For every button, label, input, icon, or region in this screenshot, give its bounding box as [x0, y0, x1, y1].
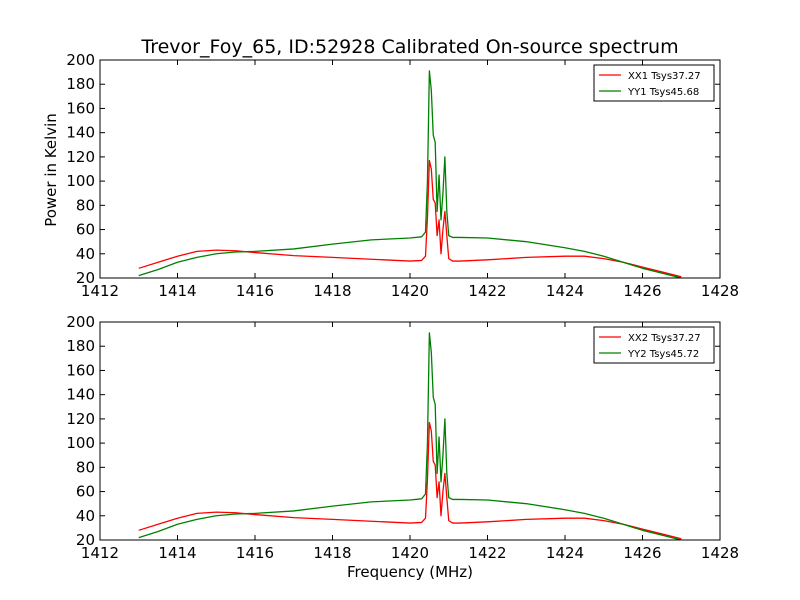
x-tick-label: 1426 — [623, 544, 661, 562]
y-tick-label: 60 — [76, 483, 95, 501]
legend-label: XX2 Tsys37.27 — [628, 333, 701, 344]
top-panel: 1412 1414 1416 1418 1420 1422 1424 1426 1428 20 40… — [66, 51, 739, 300]
x-tick-label: 1416 — [236, 282, 274, 300]
x-tick-label: 1420 — [391, 544, 429, 562]
x-tick-label: 1420 — [391, 282, 429, 300]
x-tick-label: 1414 — [158, 282, 196, 300]
x-tick-label: 1422 — [468, 282, 506, 300]
y-axis-label: Power in Kelvin — [42, 113, 60, 227]
y-tick-label: 60 — [76, 221, 95, 239]
y-tick-label: 160 — [66, 99, 95, 117]
y-tick-label: 100 — [66, 434, 95, 452]
y-tick-label: 80 — [76, 458, 95, 476]
x-tick-label: 1424 — [546, 544, 584, 562]
x-tick-label: 1418 — [313, 282, 351, 300]
legend-box — [593, 64, 715, 102]
y-tick-label: 40 — [76, 245, 95, 263]
legend-box — [593, 326, 715, 364]
y-tick-label: 120 — [66, 410, 95, 428]
x-axis-label: Frequency (MHz) — [347, 563, 473, 581]
y-tick-label: 200 — [66, 51, 95, 69]
y-tick-label: 140 — [66, 124, 95, 142]
x-tick-label: 1414 — [158, 544, 196, 562]
x-tick-label: 1412 — [81, 544, 119, 562]
x-tick-label: 1428 — [701, 282, 739, 300]
series-line-yy2 — [138, 332, 682, 540]
y-tick-label: 180 — [66, 337, 95, 355]
legend: XX1 Tsys37.27 YY1 Tsys45.68 — [593, 64, 715, 102]
x-tick-label: 1424 — [546, 282, 584, 300]
x-tick-label: 1422 — [468, 544, 506, 562]
x-tick-label: 1426 — [623, 282, 661, 300]
y-tick-label: 200 — [66, 313, 95, 331]
series-line-xx1 — [138, 159, 682, 278]
y-tick-label: 160 — [66, 361, 95, 379]
y-tick-label: 20 — [76, 531, 95, 549]
x-tick-label: 1418 — [313, 544, 351, 562]
figure-title: Trevor_Foy_65, ID:52928 Calibrated On-so… — [140, 36, 678, 58]
y-tick-label: 180 — [66, 75, 95, 93]
y-tick-label: 120 — [66, 148, 95, 166]
series-line-xx2 — [138, 421, 682, 540]
legend-label: XX1 Tsys37.27 — [628, 71, 701, 82]
x-tick-label: 1416 — [236, 544, 274, 562]
series-line-yy1 — [138, 70, 682, 278]
legend-label: YY2 Tsys45.72 — [627, 349, 699, 360]
y-tick-label: 80 — [76, 196, 95, 214]
y-tick-label: 140 — [66, 386, 95, 404]
y-tick-label: 40 — [76, 507, 95, 525]
x-tick-label: 1412 — [81, 282, 119, 300]
x-tick-label: 1428 — [701, 544, 739, 562]
bottom-panel: 1412 1414 1416 1418 1420 1422 1424 1426 1428 20 40… — [66, 313, 739, 562]
legend: XX2 Tsys37.27 YY2 Tsys45.72 — [593, 326, 715, 364]
y-tick-label: 20 — [76, 269, 95, 287]
legend-label: YY1 Tsys45.68 — [627, 87, 699, 98]
y-tick-label: 100 — [66, 172, 95, 190]
